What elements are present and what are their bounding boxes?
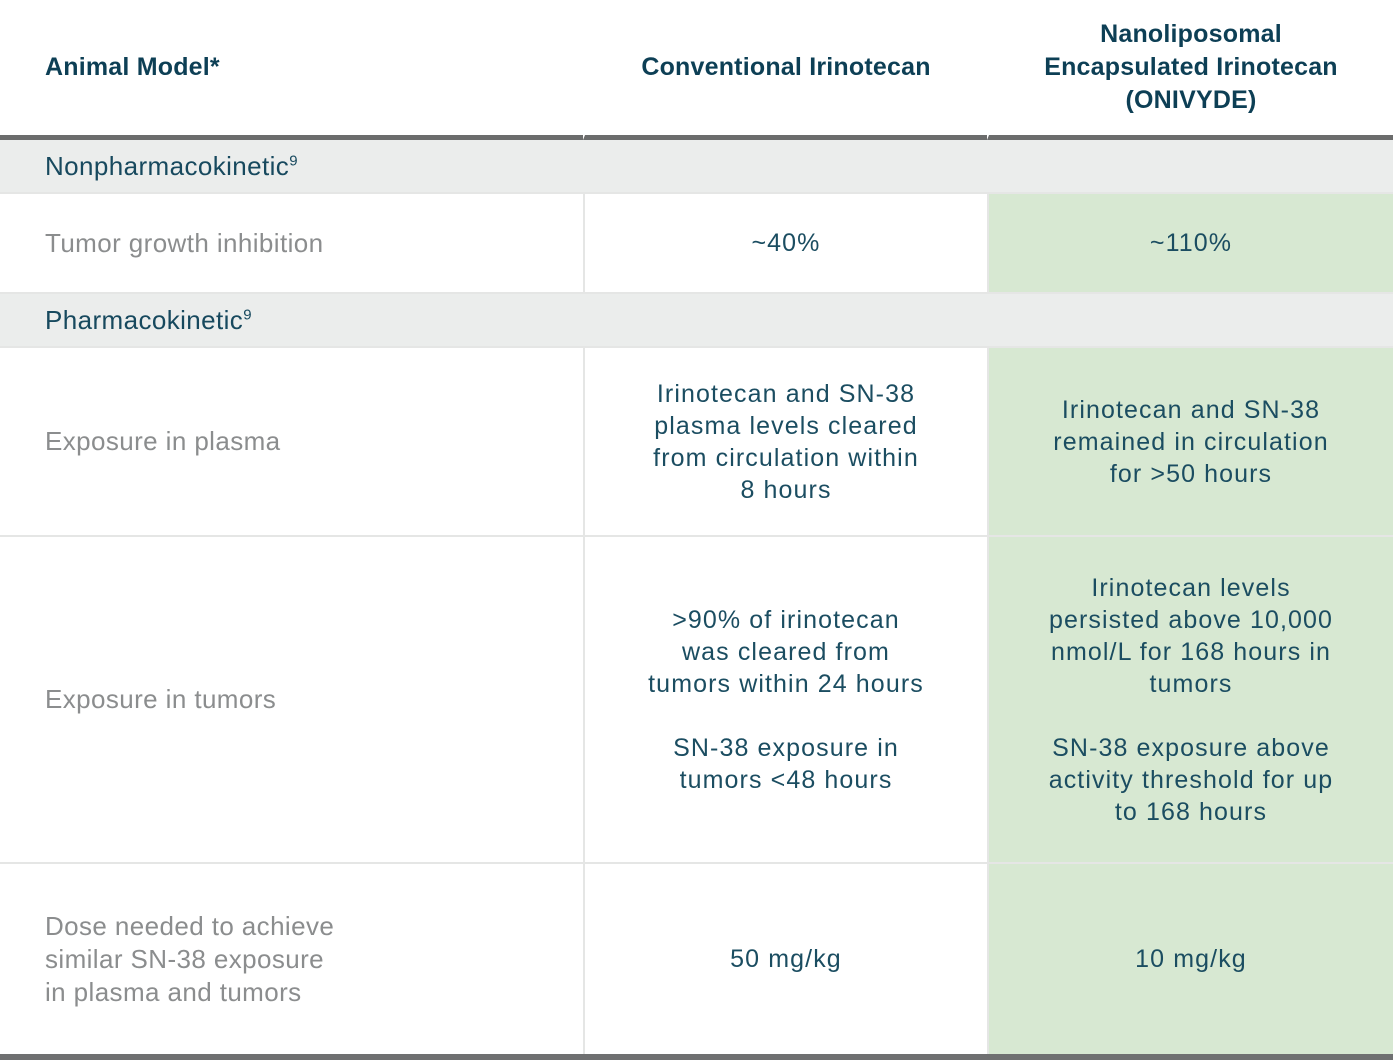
- section-row-pharmacokinetic: Pharmacokinetic9: [0, 292, 1393, 346]
- row-label-exposure-in-tumors: Exposure in tumors: [0, 535, 583, 862]
- cell-conventional-tumor-growth: ~40%: [583, 192, 987, 292]
- reference-superscript: 9: [243, 305, 252, 323]
- cell-conventional-plasma-exposure: Irinotecan and SN-38 plasma levels clear…: [583, 346, 987, 535]
- row-dose-needed: Dose needed to achieve similar SN-38 exp…: [0, 862, 1393, 1054]
- cell-onivyde-dose: 10 mg/kg: [987, 862, 1393, 1054]
- section-text: Pharmacokinetic: [45, 304, 244, 335]
- section-label-nonpharmacokinetic: Nonpharmacokinetic9: [0, 140, 1393, 192]
- section-label-pharmacokinetic: Pharmacokinetic9: [0, 292, 1393, 346]
- header-onivyde: Nanoliposomal Encapsulated Irinotecan (O…: [987, 0, 1393, 140]
- row-tumor-growth-inhibition: Tumor growth inhibition ~40% ~110%: [0, 192, 1393, 292]
- cell-onivyde-tumor-growth: ~110%: [987, 192, 1393, 292]
- cell-conventional-tumor-exposure: >90% of irinotecan was cleared from tumo…: [583, 535, 987, 862]
- row-exposure-in-tumors: Exposure in tumors >90% of irinotecan wa…: [0, 535, 1393, 862]
- row-label-dose-needed: Dose needed to achieve similar SN-38 exp…: [0, 862, 583, 1054]
- reference-superscript: 9: [289, 151, 298, 169]
- section-text: Nonpharmacokinetic: [45, 150, 290, 181]
- row-label-exposure-in-plasma: Exposure in plasma: [0, 346, 583, 535]
- row-label-tumor-growth-inhibition: Tumor growth inhibition: [0, 192, 583, 292]
- header-row: Animal Model* Conventional Irinotecan Na…: [0, 0, 1393, 140]
- section-row-nonpharmacokinetic: Nonpharmacokinetic9: [0, 140, 1393, 192]
- cell-onivyde-tumor-exposure: Irinotecan levels persisted above 10,000…: [987, 535, 1393, 862]
- cell-conventional-dose: 50 mg/kg: [583, 862, 987, 1054]
- header-conventional-irinotecan: Conventional Irinotecan: [583, 0, 987, 140]
- cell-onivyde-plasma-exposure: Irinotecan and SN-38 remained in circula…: [987, 346, 1393, 535]
- row-exposure-in-plasma: Exposure in plasma Irinotecan and SN-38 …: [0, 346, 1393, 535]
- header-animal-model: Animal Model*: [0, 0, 583, 140]
